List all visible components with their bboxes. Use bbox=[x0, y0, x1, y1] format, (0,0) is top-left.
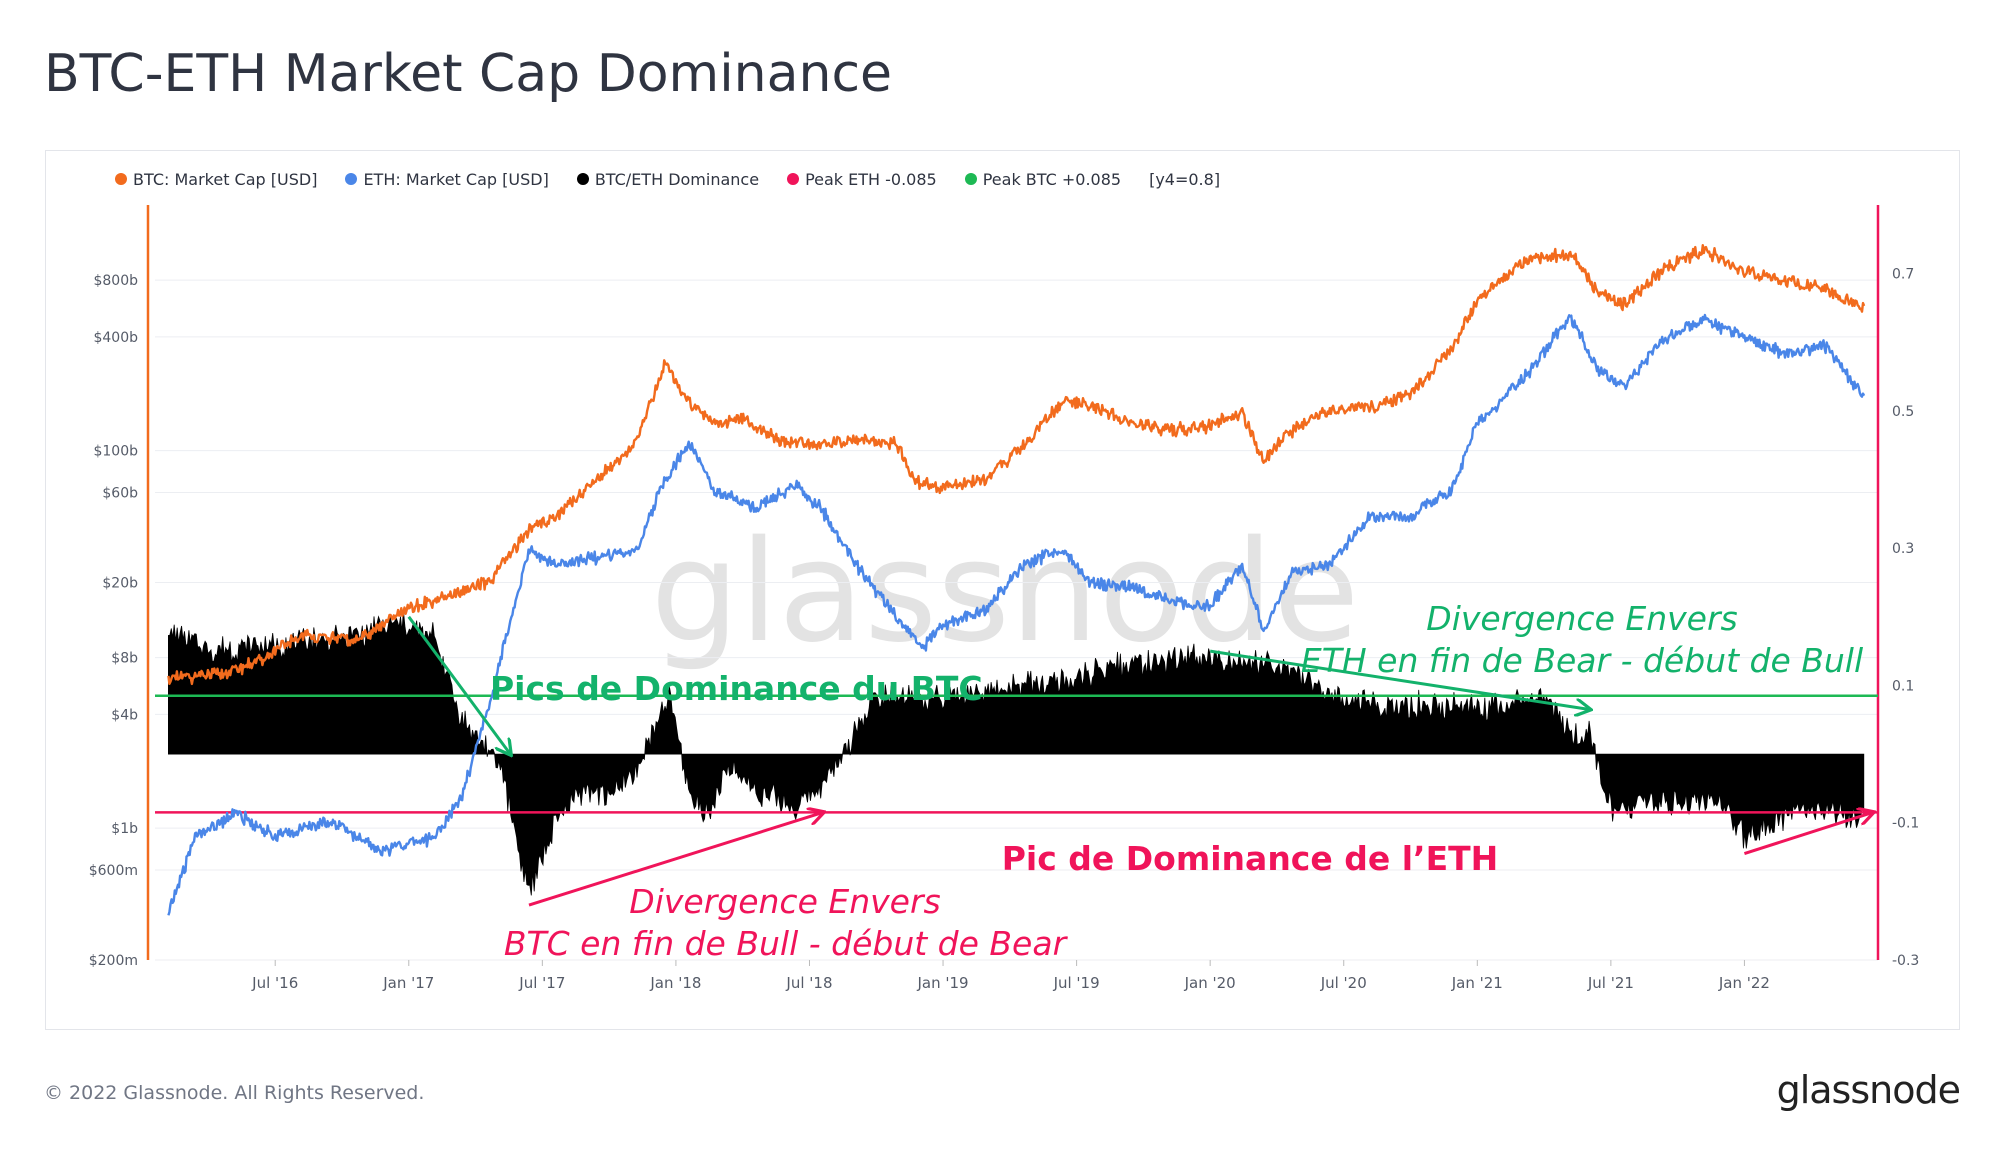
legend-item-2[interactable]: BTC/ETH Dominance bbox=[576, 169, 760, 189]
x-tick-label: Jul '20 bbox=[1320, 974, 1367, 992]
annotation-arrow-3 bbox=[1743, 812, 1872, 856]
y-right-tick-label: 0.3 bbox=[1892, 541, 1914, 557]
legend-dot-icon bbox=[964, 173, 977, 185]
y-right-tick-label: 0.7 bbox=[1892, 267, 1914, 283]
y-left-tick-label: $400b bbox=[93, 330, 138, 346]
y-left-tick-label: $600m bbox=[89, 863, 138, 879]
chart-legend: BTC: Market Cap [USD] ETH: Market Cap [US… bbox=[115, 168, 1248, 190]
y-left-tick-label: $100b bbox=[93, 444, 138, 460]
annotation-text-0: Pics de Dominance du BTC bbox=[490, 669, 983, 708]
x-tick-label: Jan '17 bbox=[382, 974, 434, 992]
annotation-text-2: ETH en fin de Bear - début de Bull bbox=[1301, 641, 1863, 680]
legend-dot-icon bbox=[115, 173, 127, 185]
y-right-tick-label: 0.1 bbox=[1892, 678, 1914, 694]
y-left-tick-label: $60b bbox=[102, 485, 138, 501]
legend-item-0[interactable]: BTC: Market Cap [USD] bbox=[115, 170, 317, 189]
glassnode-logo[interactable]: glassnode bbox=[1776, 1068, 1961, 1112]
legend-label: ETH: Market Cap [USD] bbox=[363, 169, 549, 189]
y-left-tick-label: $800b bbox=[93, 273, 138, 289]
y-left-tick-label: $200m bbox=[89, 953, 138, 969]
legend-label: [y4=0.8] bbox=[1149, 169, 1221, 189]
dominance-area bbox=[168, 610, 1865, 896]
y-right-tick-label: -0.1 bbox=[1892, 816, 1919, 832]
annotation-text-4: Divergence Envers bbox=[629, 882, 940, 921]
legend-label: BTC/ETH Dominance bbox=[594, 169, 760, 189]
annotation-text-3: Pic de Dominance de l’ETH bbox=[1002, 839, 1499, 878]
btc-market-cap-line bbox=[167, 244, 1866, 686]
annotation-arrow-0 bbox=[407, 615, 511, 754]
x-tick-label: Jul '17 bbox=[518, 974, 565, 992]
legend-item-4[interactable]: Peak BTC +0.085 bbox=[964, 169, 1122, 189]
x-tick-label: Jul '19 bbox=[1053, 974, 1100, 992]
annotation-arrow-2 bbox=[528, 812, 823, 907]
y-left-tick-label: $8b bbox=[111, 651, 138, 667]
legend-item-5[interactable]: [y4=0.8] bbox=[1149, 170, 1220, 189]
x-tick-label: Jul '21 bbox=[1587, 974, 1634, 992]
x-tick-label: Jul '18 bbox=[785, 974, 832, 992]
x-tick-label: Jan '20 bbox=[1184, 974, 1236, 992]
y-left-tick-label: $4b bbox=[111, 707, 138, 723]
legend-label: Peak ETH -0.085 bbox=[805, 169, 937, 189]
annotation-arrow-1 bbox=[1209, 649, 1589, 709]
x-tick-label: Jan '22 bbox=[1718, 974, 1770, 992]
y-right-tick-label: 0.5 bbox=[1892, 404, 1914, 420]
legend-dot-icon bbox=[345, 173, 358, 185]
x-tick-label: Jan '21 bbox=[1451, 974, 1503, 992]
x-tick-label: Jul '16 bbox=[251, 974, 298, 992]
x-tick-label: Jan '19 bbox=[916, 974, 968, 992]
annotation-text-5: BTC en fin de Bull - début de Bear bbox=[504, 924, 1069, 963]
legend-dot-icon bbox=[576, 173, 589, 185]
annotation-text-1: Divergence Envers bbox=[1426, 599, 1737, 638]
legend-item-1[interactable]: ETH: Market Cap [USD] bbox=[345, 169, 549, 189]
eth-market-cap-line bbox=[167, 313, 1866, 916]
legend-label: Peak BTC +0.085 bbox=[982, 169, 1122, 189]
y-left-tick-label: $20b bbox=[102, 576, 138, 592]
page-title: BTC-ETH Market Cap Dominance bbox=[44, 44, 893, 104]
copyright-text: © 2022 Glassnode. All Rights Reserved. bbox=[44, 1082, 425, 1104]
x-tick-label: Jan '18 bbox=[649, 974, 701, 992]
legend-label: BTC: Market Cap [USD] bbox=[133, 169, 318, 189]
y-right-tick-label: -0.3 bbox=[1892, 953, 1919, 969]
legend-item-3[interactable]: Peak ETH -0.085 bbox=[787, 170, 937, 189]
y-left-tick-label: $1b bbox=[111, 821, 138, 837]
legend-dot-icon bbox=[787, 173, 800, 185]
